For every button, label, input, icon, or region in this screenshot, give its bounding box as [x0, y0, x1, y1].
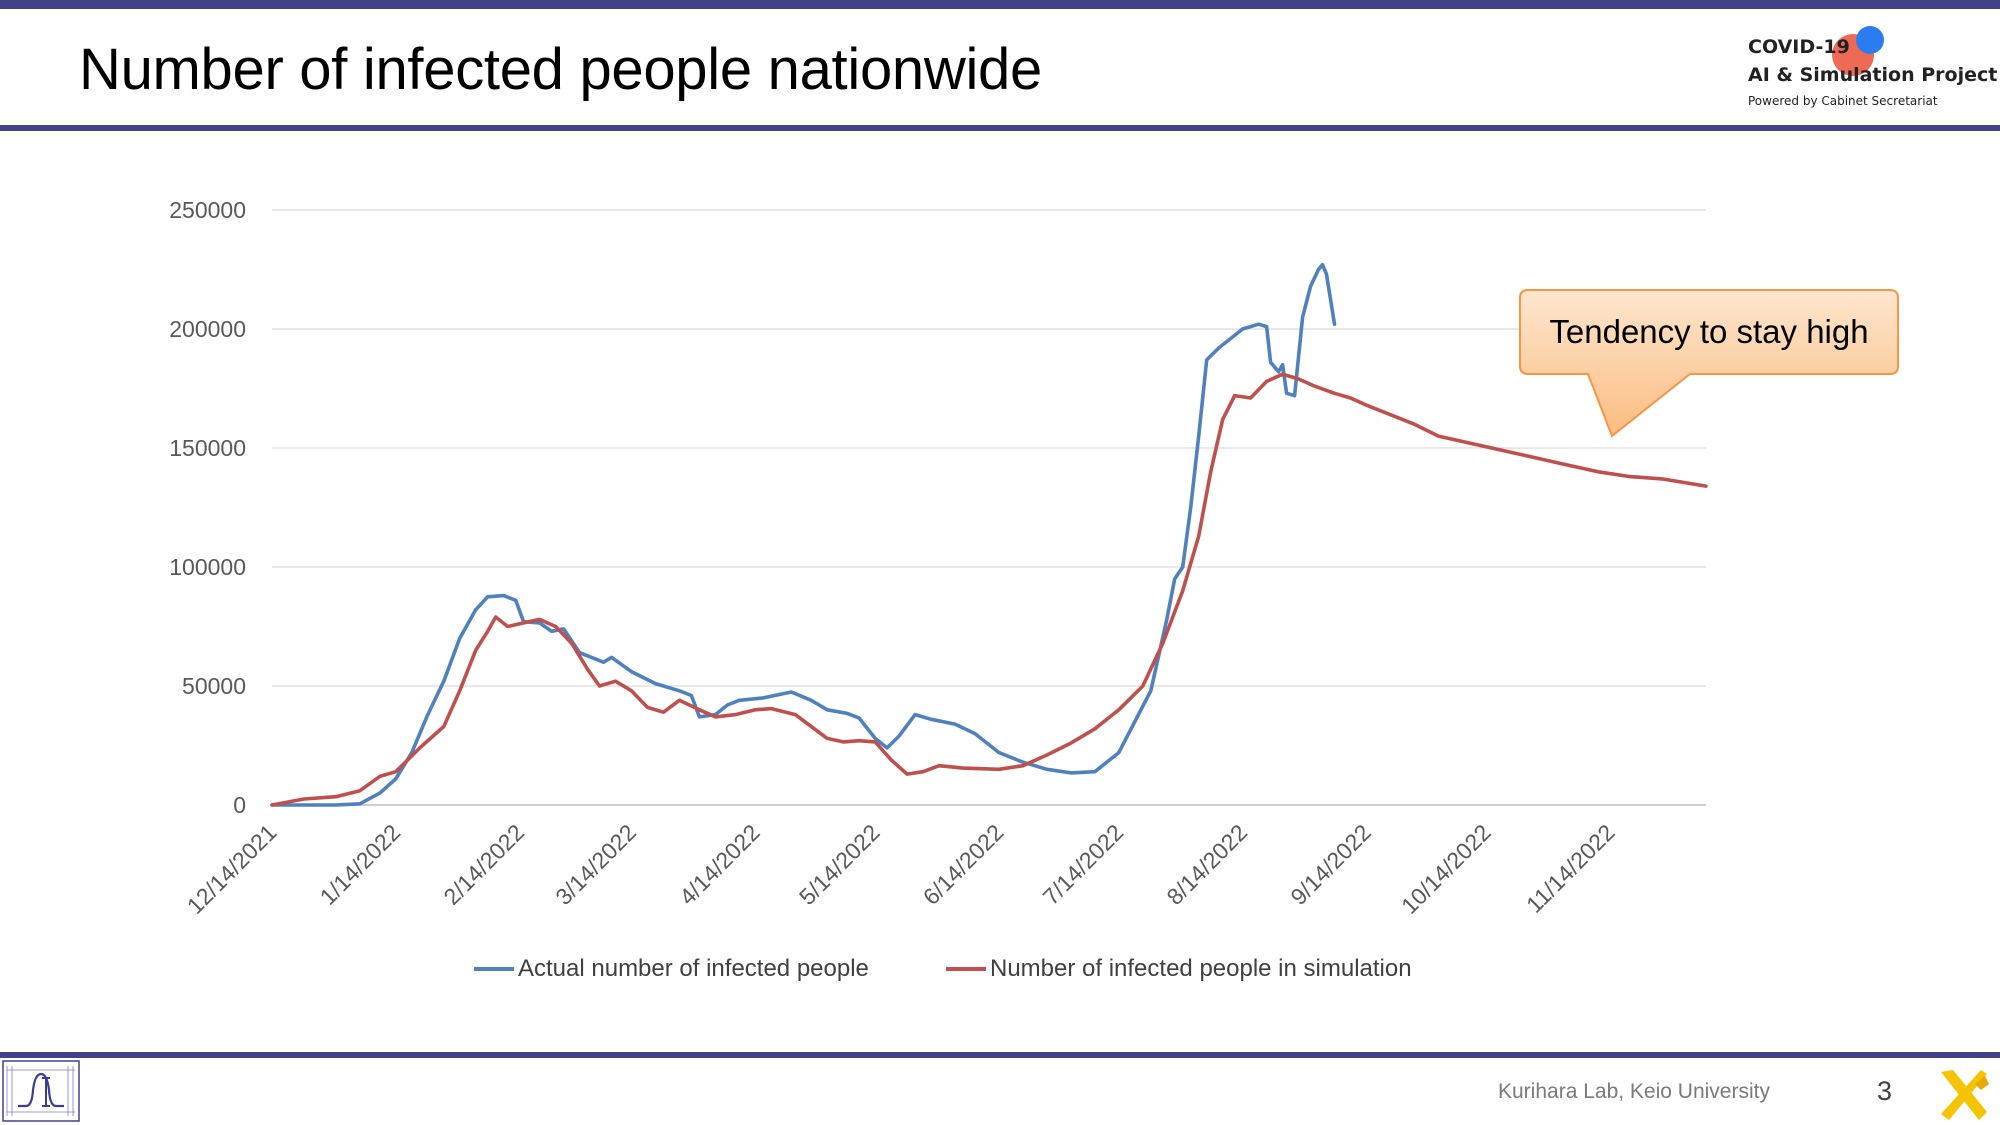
- callout-text: Tendency to stay high: [1549, 313, 1869, 350]
- x-mark-icon: [1941, 1070, 1989, 1120]
- legend-actual: Actual number of infected people: [474, 955, 869, 983]
- x-tick-label: 10/14/2022: [1396, 819, 1496, 919]
- series-lines: [270, 262, 1708, 807]
- x-tick-label: 11/14/2022: [1521, 819, 1620, 918]
- x-tick-label: 4/14/2022: [674, 819, 765, 910]
- x-tick-label: 2/14/2022: [438, 819, 529, 910]
- covid-project-logo: COVID-19 AI & Simulation Project Powered…: [1740, 24, 1997, 114]
- chart-legend: Actual number of infected people Number …: [0, 955, 2000, 995]
- x-tick-label: 5/14/2022: [794, 819, 885, 910]
- slide-title: Number of infected people nationwide: [79, 37, 1042, 102]
- ai-lab-logo: [2, 1060, 80, 1122]
- footer-divider: [0, 1052, 2000, 1058]
- x-tick-label: 8/14/2022: [1161, 819, 1252, 910]
- footer-lab-name: Kurihara Lab, Keio University: [1498, 1080, 1770, 1103]
- callout-bubble: [1519, 289, 1899, 438]
- x-tick-label: 9/14/2022: [1285, 819, 1376, 910]
- title-divider: [0, 125, 2000, 131]
- legend-label-actual: Actual number of infected people: [518, 955, 869, 982]
- x-tick-label: 12/14/2021: [182, 819, 282, 919]
- grid-lines: [272, 209, 1706, 806]
- y-tick-label: 250000: [169, 197, 246, 223]
- y-tick-label: 100000: [169, 554, 246, 580]
- legend-swatch-actual: [474, 967, 514, 971]
- top-brand-bar: [0, 0, 2000, 9]
- y-tick-label: 150000: [169, 435, 246, 461]
- logo-blue-dot: [1856, 26, 1884, 54]
- logo-line1: COVID-19: [1748, 36, 1850, 58]
- x-tick-labels: 12/14/2021 1/14/2022 2/14/2022 3/14/2022 4/1…: [182, 819, 1620, 919]
- logo-line3: Powered by Cabinet Secretariat: [1748, 94, 1938, 108]
- y-tick-labels: 0 50000 100000 150000 200000 250000: [169, 197, 246, 818]
- logo-line2: AI & Simulation Project: [1748, 64, 1998, 86]
- legend-label-simulation: Number of infected people in simulation: [990, 955, 1412, 982]
- legend-swatch-simulation: [946, 967, 986, 971]
- simulation-series-line: [270, 372, 1708, 807]
- actual-series-line: [270, 262, 1337, 807]
- x-tick-label: 1/14/2022: [315, 819, 406, 910]
- x-tick-label: 6/14/2022: [918, 819, 1009, 910]
- y-tick-label: 50000: [182, 673, 246, 699]
- y-tick-label: 0: [233, 792, 246, 818]
- y-tick-label: 200000: [169, 316, 246, 342]
- x-tick-label: 3/14/2022: [550, 819, 641, 910]
- x-tick-label: 7/14/2022: [1038, 819, 1129, 910]
- page-number: 3: [1877, 1076, 1893, 1106]
- legend-simulation: Number of infected people in simulation: [946, 955, 1412, 983]
